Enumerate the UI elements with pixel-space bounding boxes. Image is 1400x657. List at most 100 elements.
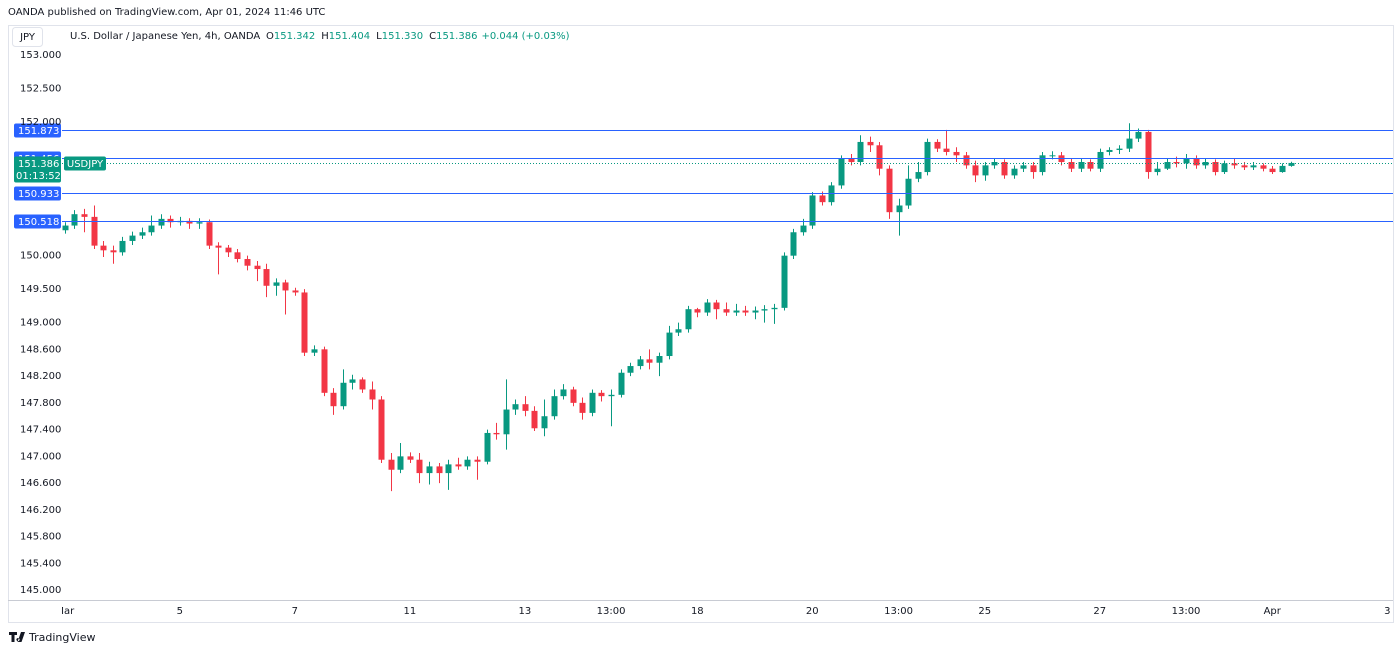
candle-body <box>484 432 491 462</box>
chart-frame <box>8 25 1394 623</box>
candle-body <box>531 410 538 429</box>
candle-body <box>330 392 337 407</box>
candle-body <box>589 392 596 413</box>
candle-body <box>934 141 941 149</box>
candle-body <box>838 158 845 186</box>
candle-body <box>273 282 280 286</box>
legend-symbol: U.S. Dollar / Japanese Yen, 4h, OANDA <box>70 31 260 42</box>
candle-body <box>464 459 471 467</box>
y-tick-label: 148.200 <box>20 371 61 382</box>
price-line-label: 150.518 <box>18 217 59 228</box>
candle-body <box>359 379 366 390</box>
y-tick-label: 149.000 <box>20 318 61 329</box>
candle-body <box>1126 138 1133 149</box>
candle-body <box>598 392 605 397</box>
candle-body <box>110 250 117 253</box>
candle-body <box>963 155 970 166</box>
candle-body <box>752 310 759 313</box>
candle-body <box>1106 149 1113 152</box>
candle-body <box>292 290 299 293</box>
candle-body <box>819 195 826 203</box>
candle-body <box>848 158 855 163</box>
candle-body <box>62 225 69 231</box>
candle-body <box>694 309 701 313</box>
x-tick-label: 11 <box>403 606 416 617</box>
candle-body <box>1260 165 1267 169</box>
candle-body <box>560 389 567 397</box>
candle-body <box>349 379 356 383</box>
candle-body <box>1001 162 1008 176</box>
candle-body <box>445 464 452 474</box>
candle-body <box>71 214 78 226</box>
candle-body <box>474 459 481 462</box>
candle-body <box>263 269 270 286</box>
legend-field-value: 151.386 <box>436 31 477 42</box>
candle-body <box>867 141 874 146</box>
candle-body <box>1145 131 1152 173</box>
y-tick-label: 145.400 <box>20 558 61 569</box>
candle-body <box>225 247 232 253</box>
candle-body <box>675 329 682 333</box>
candle-body <box>541 416 548 429</box>
legend-field-value: 151.342 <box>274 31 315 42</box>
candle-body <box>1183 158 1190 164</box>
candle-body <box>244 259 251 266</box>
candle-body <box>512 404 519 410</box>
candle-body <box>896 205 903 213</box>
y-tick-label: 147.000 <box>20 451 61 462</box>
candle-body <box>991 162 998 166</box>
x-tick-label: 20 <box>806 606 819 617</box>
candle-body <box>1135 131 1142 139</box>
candle-body <box>972 165 979 176</box>
y-tick-label: 146.200 <box>20 505 61 516</box>
price-line-label: 151.873 <box>18 126 59 137</box>
published-note: OANDA published on TradingView.com, Apr … <box>8 7 325 18</box>
candle-body <box>953 151 960 156</box>
candle-body <box>1154 168 1161 173</box>
legend-change: +0.044 (+0.03%) <box>481 31 569 42</box>
y-tick-label: 149.500 <box>20 284 61 295</box>
candle-body <box>1097 151 1104 169</box>
current-price-label: 151.386 <box>18 159 59 170</box>
candle-body <box>1087 162 1094 169</box>
candle-body <box>167 218 174 223</box>
x-tick-label: 13:00 <box>884 606 913 617</box>
candle-body <box>905 178 912 206</box>
candle-body <box>1078 162 1085 169</box>
candle-body <box>234 252 241 260</box>
candle-body <box>943 148 950 152</box>
y-tick-label: 145.800 <box>20 532 61 543</box>
candle-body <box>627 366 634 373</box>
candle-body <box>646 359 653 363</box>
candle-body <box>503 409 510 435</box>
candle-body <box>1116 148 1123 150</box>
y-tick-label: 147.800 <box>20 398 61 409</box>
candle-body <box>723 309 730 313</box>
legend-field-label: O <box>266 31 274 42</box>
candle-body <box>426 466 433 474</box>
legend-field-value: 151.330 <box>382 31 423 42</box>
y-tick-label: 146.600 <box>20 478 61 489</box>
candle-body <box>215 245 222 248</box>
candle-body <box>397 456 404 470</box>
candle-body <box>493 432 500 435</box>
legend-field-label: L <box>376 31 382 42</box>
candle-body <box>186 220 193 224</box>
x-tick-label: 7 <box>292 606 298 617</box>
candle-body <box>321 349 328 393</box>
candle-body <box>790 232 797 256</box>
x-tick-label: Apr <box>1264 606 1282 617</box>
candle-body <box>196 222 203 224</box>
candle-body <box>1173 162 1180 164</box>
candle-body <box>139 232 146 236</box>
y-tick-label: 152.000 <box>20 117 61 128</box>
footer-brand: TradingView <box>28 631 95 644</box>
candle-body <box>982 165 989 176</box>
candle-body <box>924 141 931 173</box>
candles <box>62 123 1295 492</box>
y-tick-label: 153.000 <box>20 50 61 61</box>
symbol-tag-bg <box>64 156 106 171</box>
candle-body <box>1231 163 1238 166</box>
candle-body <box>455 464 462 467</box>
